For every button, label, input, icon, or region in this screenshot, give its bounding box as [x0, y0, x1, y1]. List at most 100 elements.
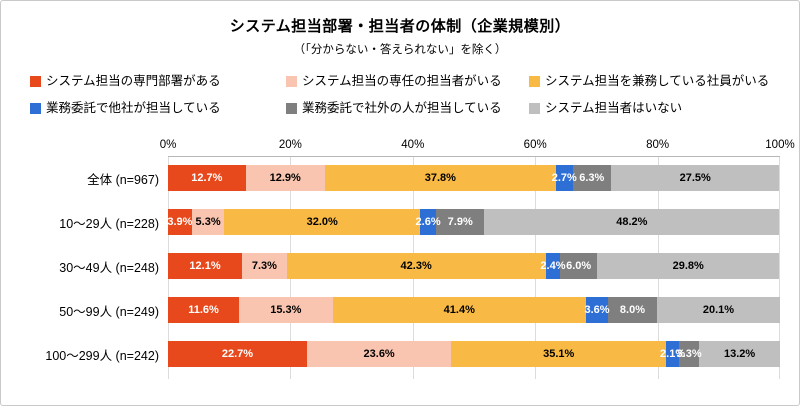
category-label: 100～299人 (n=242) — [45, 348, 159, 363]
bar-value-label: 15.3% — [270, 304, 302, 316]
bar-segment: 3.6% — [584, 297, 610, 323]
legend-item: 業務委託で他社が担当している — [30, 101, 286, 115]
bar-segment: 5.3% — [191, 209, 225, 235]
bar-segment: 7.3% — [242, 253, 287, 279]
bar-value-label: 7.9% — [447, 216, 473, 228]
bar-segment: 3.3% — [676, 341, 702, 367]
legend-label: 業務委託で社外の人が担当している — [302, 101, 502, 115]
plot-area: 全体 (n=967) 12.7% 12.9% 37.8% 2.7% 6.3% 27.5% 10… — [20, 156, 780, 379]
bar-segment: 13.2% — [699, 341, 780, 367]
bar-value-label: 8.0% — [619, 304, 646, 316]
bar-segment: 2.1% — [660, 341, 685, 367]
chart-row: 50～99人 (n=249) 11.6% 15.3% 41.4% 3.6% 8.0% 20.… — [20, 288, 780, 332]
bar-segment: 29.8% — [597, 253, 780, 279]
bar-value-label: 6.0% — [566, 260, 592, 272]
legend-item: システム担当の専門部署がある — [30, 74, 286, 88]
bar-value-label: 2.4% — [540, 260, 566, 272]
bar-segment: 22.7% — [168, 341, 307, 367]
bar-segment: 6.0% — [560, 253, 597, 279]
bar-value-label: 13.2% — [723, 348, 756, 360]
chart-row: 30～49人 (n=248) 12.1% 7.3% 42.3% 2.4% 6.0% 29.8… — [20, 244, 780, 288]
stacked-bar: 12.1% 7.3% 42.3% 2.4% 6.0% 29.8% — [168, 253, 780, 279]
bar-segment: 6.3% — [572, 165, 612, 191]
category-label: 10～29人 (n=228) — [59, 216, 159, 231]
category-label: 50～99人 (n=249) — [59, 304, 159, 319]
bar-segment: 7.9% — [436, 209, 485, 235]
chart-title: システム担当部署・担当者の体制（企業規模別） — [229, 18, 571, 35]
legend-label: システム担当の専門部署がある — [46, 74, 221, 88]
bar-value-label: 12.1% — [189, 260, 221, 272]
bar-value-label: 12.9% — [269, 172, 301, 184]
legend-label: システム担当の専任の担当者がいる — [302, 74, 502, 88]
bar-segment: 23.6% — [306, 341, 452, 367]
bar-value-label: 22.7% — [221, 348, 254, 360]
bar-segment: 20.1% — [656, 297, 780, 323]
category-label: 30～49人 (n=248) — [59, 260, 159, 275]
chart-row: 全体 (n=967) 12.7% 12.9% 37.8% 2.7% 6.3% 27.5% — [20, 156, 780, 200]
gridline — [779, 157, 780, 379]
stacked-bar: 3.9% 5.3% 32.0% 2.6% 7.9% 48.2% — [167, 209, 780, 235]
bar-value-label: 3.6% — [584, 304, 610, 316]
bar-value-label: 27.5% — [679, 172, 711, 184]
bar-segment: 8.0% — [608, 297, 657, 323]
bar-segment: 12.1% — [168, 253, 243, 279]
x-tick-label: 20% — [278, 139, 302, 151]
bar-rows: 全体 (n=967) 12.7% 12.9% 37.8% 2.7% 6.3% 27.5% 10… — [20, 156, 780, 376]
chart-row: 100～299人 (n=242) 22.7% 23.6% 35.1% 2.1% 3.3% 1… — [20, 332, 780, 376]
bar-segment: 2.7% — [552, 165, 577, 191]
bar-segment: 35.1% — [451, 341, 667, 367]
bar-segment: 42.3% — [286, 253, 546, 279]
bar-segment: 3.9% — [167, 209, 192, 235]
x-tick-label: 80% — [646, 139, 670, 151]
x-tick-label: 40% — [401, 139, 425, 151]
legend-label: システム担当者はいない — [545, 101, 683, 115]
bar-value-label: 6.3% — [579, 172, 605, 184]
bar-value-label: 2.6% — [415, 216, 441, 228]
x-tick-label: 0% — [159, 139, 177, 151]
legend-swatch — [529, 102, 540, 114]
bar-value-label: 20.1% — [702, 304, 735, 316]
bar-value-label: 48.2% — [616, 216, 648, 228]
bar-segment: 12.9% — [245, 165, 325, 191]
bar-segment: 2.4% — [540, 253, 565, 279]
bar-segment: 32.0% — [224, 209, 421, 235]
x-tick-label: 60% — [523, 139, 547, 151]
legend-item: システム担当者はいない — [529, 101, 780, 115]
legend-swatch — [529, 75, 540, 87]
legend-item: システム担当を兼務している社員がいる — [529, 74, 780, 88]
bar-value-label: 5.3% — [195, 216, 221, 228]
bar-segment: 2.6% — [416, 209, 441, 235]
bar-value-label: 7.3% — [251, 260, 277, 272]
legend-label: システム担当を兼務している社員がいる — [545, 74, 770, 88]
bar-value-label: 42.3% — [400, 260, 432, 272]
bar-value-label: 37.8% — [424, 172, 456, 184]
stacked-bar: 12.7% 12.9% 37.8% 2.7% 6.3% 27.5% — [168, 165, 780, 191]
bar-value-label: 2.1% — [660, 348, 686, 360]
bar-segment: 15.3% — [238, 297, 333, 323]
stacked-bar-chart: 0% 20% 40% 60% 80% 100% 全体 (n=967) 12.7% 12.9% 3… — [20, 139, 795, 379]
legend-item: システム担当の専任の担当者がいる — [286, 74, 529, 88]
bar-value-label: 23.6% — [363, 348, 395, 360]
stacked-bar: 11.6% 15.3% 41.4% 3.6% 8.0% 20.1% — [168, 297, 780, 323]
legend-swatch — [286, 75, 297, 87]
bar-segment: 12.7% — [168, 165, 246, 191]
legend-swatch — [30, 102, 41, 114]
x-axis: 0% 20% 40% 60% 80% 100% — [160, 139, 795, 156]
bar-value-label: 35.1% — [543, 348, 575, 360]
bar-value-label: 2.7% — [551, 172, 577, 184]
bar-value-label: 32.0% — [306, 216, 338, 228]
bar-value-label: 41.4% — [443, 304, 475, 316]
category-label: 全体 (n=967) — [87, 172, 159, 187]
bar-value-label: 11.6% — [188, 304, 219, 316]
bar-value-label: 3.3% — [676, 348, 702, 360]
legend-swatch — [30, 75, 41, 87]
legend-item: 業務委託で社外の人が担当している — [286, 101, 529, 115]
legend-label: 業務委託で他社が担当している — [46, 101, 221, 115]
bar-segment: 48.2% — [484, 209, 780, 235]
bar-segment: 27.5% — [611, 165, 780, 191]
bar-value-label: 12.7% — [191, 172, 223, 184]
x-tick-label: 100% — [765, 139, 795, 151]
bar-value-label: 29.8% — [672, 260, 704, 272]
chart-subtitle: （「分からない・答えられない」を除く） — [293, 44, 507, 56]
